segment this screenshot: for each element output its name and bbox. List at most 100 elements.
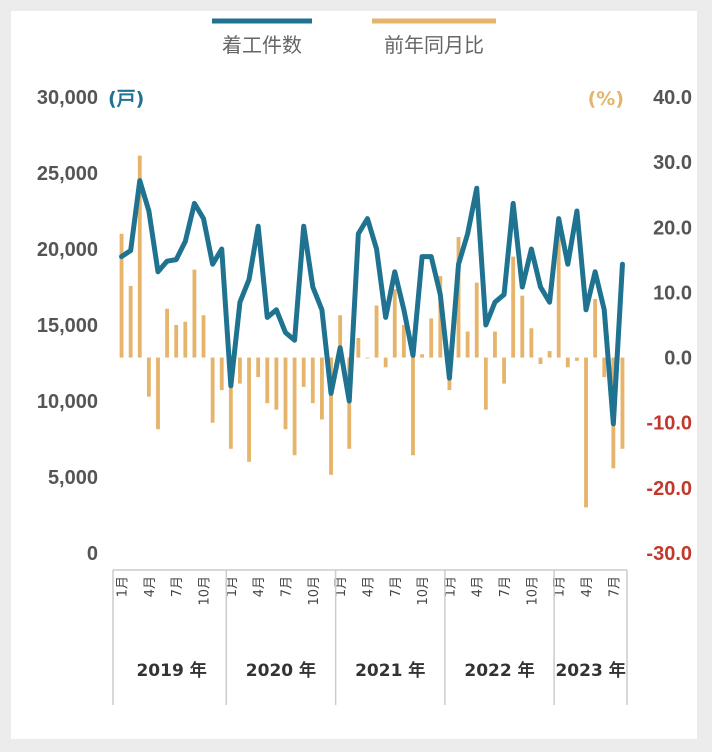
bar (228, 357, 233, 449)
bar (547, 351, 552, 358)
bar (265, 357, 270, 404)
left-tick-label: 30,000 (37, 87, 98, 109)
month-tick-label: 7月 (170, 576, 185, 597)
bar (392, 289, 397, 358)
bar (329, 357, 333, 475)
month-tick-label: 10月 (525, 576, 540, 606)
bar (502, 357, 506, 384)
bar (538, 357, 543, 365)
month-tick-label: 1月 (116, 576, 131, 597)
bar (274, 357, 279, 410)
right-tick-label: 10.0 (653, 282, 692, 304)
left-axis: 30,000 25,000 20,000 15,000 10,000 5,000 0 (37, 87, 98, 565)
bar (128, 285, 133, 358)
bar (565, 357, 570, 368)
bar (575, 357, 579, 361)
bar (210, 357, 215, 423)
bar (247, 357, 251, 462)
left-tick-label: 20,000 (37, 239, 98, 261)
bar (119, 233, 124, 358)
bar (420, 354, 425, 358)
legend-bar-label: 前年同月比 (384, 33, 484, 57)
bar (320, 357, 324, 420)
bar (201, 315, 206, 358)
left-tick-label: 10,000 (37, 391, 98, 413)
bar (602, 357, 607, 378)
right-axis: 40.0 30.0 20.0 10.0 0.0 -10.0 -20.0 -30.0 (646, 87, 692, 565)
bar (584, 357, 588, 508)
bar (283, 357, 288, 430)
month-tick-label: 4月 (252, 576, 267, 597)
bar (429, 318, 434, 358)
right-tick-label: -30.0 (646, 543, 692, 565)
left-axis-unit: (戸) (108, 88, 144, 110)
left-tick-label: 25,000 (37, 163, 98, 185)
legend-line-label: 着工件数 (222, 33, 302, 57)
year-label: 2020 年 (246, 660, 316, 681)
bar (474, 282, 479, 358)
bar (192, 269, 197, 358)
bar (174, 325, 179, 358)
month-tick-label: 7月 (607, 576, 622, 597)
month-tick-label: 1月 (553, 576, 568, 597)
month-tick-label: 10月 (416, 576, 431, 606)
left-tick-label: 15,000 (37, 315, 98, 337)
month-tick-label: 7月 (498, 576, 513, 597)
bar (529, 328, 534, 358)
month-tick-label: 10月 (307, 576, 322, 606)
bar (310, 357, 315, 404)
bar (520, 295, 525, 358)
month-tick-label: 4月 (580, 576, 595, 597)
month-tick-label: 1月 (334, 576, 349, 597)
bar (593, 298, 598, 358)
month-tick-label: 1月 (225, 576, 240, 597)
bar (356, 338, 361, 358)
right-tick-label: 40.0 (653, 87, 692, 109)
year-label: 2023 年 (555, 660, 625, 681)
left-tick-label: 5,000 (48, 467, 98, 489)
bar (465, 331, 470, 358)
line-series (119, 178, 625, 427)
bar (401, 325, 406, 358)
bar (146, 357, 151, 397)
month-tick-label: 7月 (389, 576, 404, 597)
right-tick-label: -20.0 (646, 478, 692, 500)
bar (256, 357, 261, 378)
bar (556, 227, 561, 358)
right-axis-unit: (%) (588, 88, 624, 110)
bar (411, 357, 415, 456)
bar (374, 305, 379, 358)
chart-card (11, 11, 697, 739)
bar (511, 256, 516, 358)
bar (383, 357, 388, 368)
bar (156, 357, 160, 430)
right-tick-label: 20.0 (653, 217, 692, 239)
bar (620, 357, 625, 449)
bar (219, 357, 224, 391)
bar (493, 331, 497, 358)
line-path (119, 178, 625, 427)
bar (165, 308, 170, 358)
month-tick-label: 10月 (198, 576, 213, 606)
year-label: 2022 年 (464, 660, 534, 681)
year-label: 2019 年 (136, 660, 206, 681)
right-tick-label: 30.0 (653, 152, 692, 174)
bar (483, 357, 488, 410)
bar (301, 357, 306, 387)
month-tick-label: 4月 (361, 576, 376, 597)
bar (183, 321, 188, 358)
bar (137, 155, 142, 358)
right-tick-label: 0.0 (664, 348, 692, 370)
bar (292, 357, 297, 456)
month-tick-label: 4月 (143, 576, 158, 597)
month-tick-label: 7月 (280, 576, 295, 597)
bar (338, 315, 343, 358)
right-tick-label: -10.0 (646, 413, 692, 435)
bar (456, 237, 461, 358)
month-tick-label: 4月 (471, 576, 486, 597)
left-tick-label: 0 (87, 543, 98, 565)
month-tick-label: 1月 (443, 576, 458, 597)
bar (238, 357, 242, 384)
x-axis: 1月 4月 7月 10月 2019 年 1月 4月 7月 10月 2020 年 1月 4月 7月 10月 2… (112, 569, 628, 705)
